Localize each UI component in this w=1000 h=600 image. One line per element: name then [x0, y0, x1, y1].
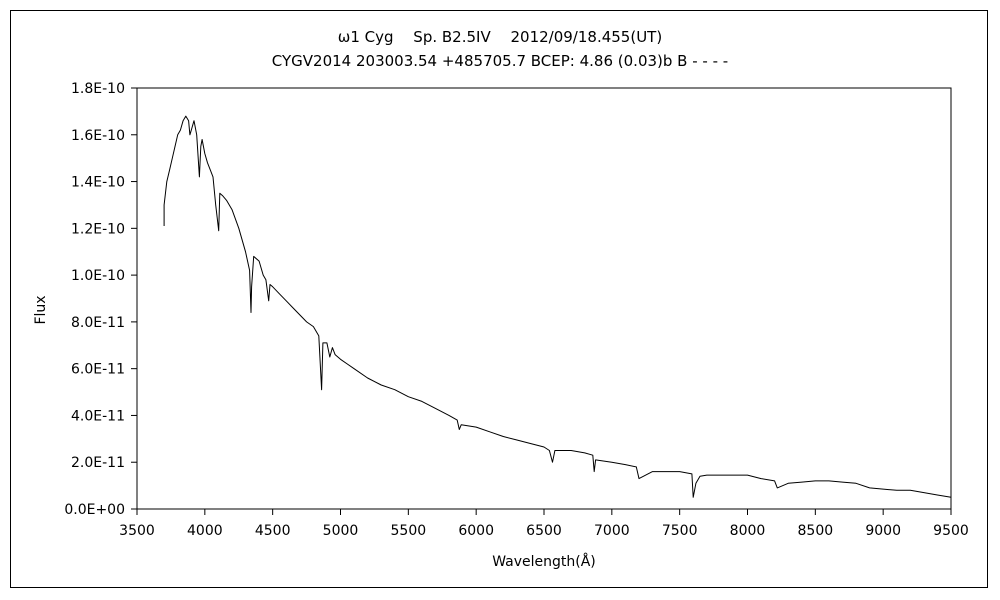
y-tick-label: 8.0E-11 — [71, 315, 125, 331]
y-axis-label: Flux — [33, 295, 49, 324]
y-tick-label: 2.0E-11 — [71, 455, 125, 471]
x-tick-label: 8000 — [730, 523, 766, 539]
y-tick-label: 6.0E-11 — [71, 362, 125, 378]
x-tick-label: 8500 — [798, 523, 834, 539]
x-tick-label: 3500 — [119, 523, 155, 539]
y-tick-label: 4.0E-11 — [71, 408, 125, 424]
x-tick-label: 5500 — [391, 523, 427, 539]
x-axis-label: Wavelength(Å) — [492, 553, 596, 570]
plot-area — [136, 87, 952, 510]
spectrum-line — [163, 115, 952, 498]
y-tick-label: 1.4E-10 — [71, 175, 125, 191]
y-tick-label: 1.2E-10 — [71, 221, 125, 237]
x-tick-label: 7000 — [594, 523, 630, 539]
x-tick-label: 4000 — [187, 523, 223, 539]
y-axis: 0.0E+00 2.0E-11 4.0E-11 6.0E-11 8.0E-11 1.0E-… — [64, 81, 137, 518]
series-group — [163, 115, 952, 498]
x-tick-label: 6500 — [526, 523, 562, 539]
x-tick-label: 4500 — [255, 523, 291, 539]
y-tick-label: 0.0E+00 — [64, 502, 125, 518]
y-tick-label: 1.6E-10 — [71, 128, 125, 144]
x-axis: 3500 4000 4500 5000 5500 6000 6500 7000 7500 8000… — [119, 509, 969, 539]
x-tick-label: 5000 — [323, 523, 359, 539]
chart-title: ω1 Cyg Sp. B2.5IV 2012/09/18.455(UT) — [338, 28, 662, 46]
x-tick-label: 7500 — [662, 523, 698, 539]
chart-subtitle: CYGV2014 203003.54 +485705.7 BCEP: 4.86 … — [272, 52, 728, 70]
y-tick-label: 1.8E-10 — [71, 81, 125, 97]
y-tick-label: 1.0E-10 — [71, 268, 125, 284]
x-tick-label: 9000 — [865, 523, 901, 539]
chart-frame — [10, 10, 988, 588]
x-tick-label: 6000 — [458, 523, 494, 539]
x-tick-label: 9500 — [933, 523, 969, 539]
